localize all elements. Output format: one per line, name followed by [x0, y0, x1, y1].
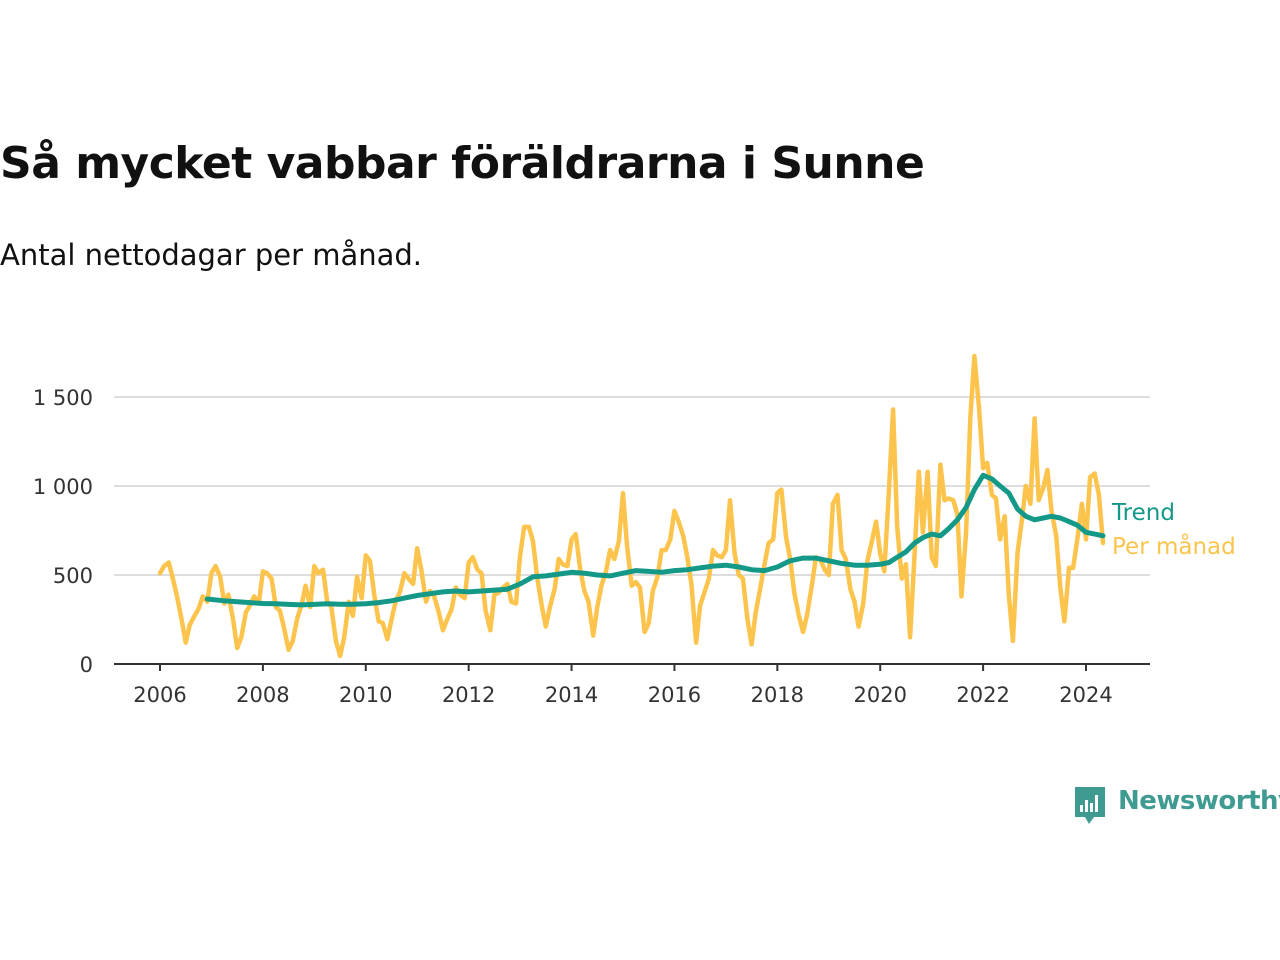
- series-line-trend: [204, 472, 1106, 608]
- x-tick-label: 2008: [236, 683, 289, 707]
- x-tick-label: 2018: [751, 683, 804, 707]
- y-tick-label: 1 000: [33, 475, 93, 499]
- chart-subtitle: Antal nettodagar per månad.: [0, 238, 423, 272]
- x-tick-label: 2022: [956, 683, 1009, 707]
- x-tick-label: 2012: [442, 683, 495, 707]
- legend-label-trend: Trend: [1111, 500, 1175, 526]
- x-axis: 2006 2008 2010 2012 2014 2016 2018 2020 2022 2024: [114, 663, 1150, 707]
- y-tick-label: 1 500: [33, 386, 93, 410]
- x-tick-label: 2016: [648, 683, 701, 707]
- legend: Per månad Trend: [1111, 500, 1236, 560]
- x-tick-label: 2024: [1059, 683, 1112, 707]
- newsworthy-logo: Newsworthy: [1072, 784, 1280, 828]
- newsworthy-bar-chart-icon: [1075, 787, 1105, 824]
- y-tick-label: 500: [53, 564, 93, 588]
- x-tick-label: 2010: [339, 683, 392, 707]
- x-tick-label: 2006: [133, 683, 186, 707]
- chart-title: Så mycket vabbar föräldrarna i Sunne: [0, 138, 925, 189]
- brand-name: Newsworthy: [1118, 786, 1280, 816]
- series-lines: [157, 353, 1106, 659]
- gridlines: [114, 396, 1150, 576]
- legend-label-per-manad: Per månad: [1112, 532, 1236, 560]
- y-axis-ticks: 0 500 1 000 1 500: [33, 386, 93, 677]
- series-line-per-manad: [157, 353, 1106, 659]
- x-tick-label: 2014: [545, 683, 598, 707]
- x-tick-label: 2020: [853, 683, 906, 707]
- y-tick-label: 0: [80, 653, 93, 677]
